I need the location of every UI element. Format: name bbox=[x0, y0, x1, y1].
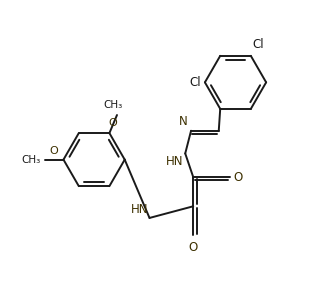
Text: CH₃: CH₃ bbox=[104, 100, 123, 110]
Text: O: O bbox=[49, 146, 58, 156]
Text: O: O bbox=[189, 241, 198, 254]
Text: O: O bbox=[233, 171, 242, 184]
Text: CH₃: CH₃ bbox=[22, 155, 41, 165]
Text: Cl: Cl bbox=[252, 38, 264, 51]
Text: O: O bbox=[109, 118, 118, 128]
Text: HN: HN bbox=[166, 155, 184, 168]
Text: Cl: Cl bbox=[189, 76, 200, 89]
Text: N: N bbox=[179, 115, 188, 128]
Text: HN: HN bbox=[131, 203, 148, 217]
